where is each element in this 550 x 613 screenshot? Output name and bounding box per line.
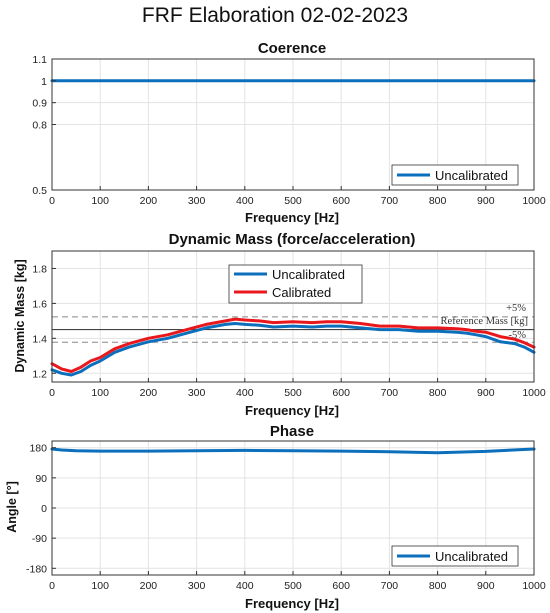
coherence-x-tick-400: 400 (236, 195, 254, 207)
phase-x-tick-900: 900 (477, 580, 495, 592)
phase-y-axis-label: Angle [°] (5, 481, 19, 533)
dynamic-mass-y-axis-label: Dynamic Mass [kg] (13, 259, 27, 372)
figure-title: FRF Elaboration 02-02-2023 (142, 4, 408, 27)
phase-y-ticks: -180 -90 0 90 180 (26, 443, 56, 575)
phase-y-tick-90: -90 (32, 533, 47, 545)
phase-chart-title: Phase (270, 423, 314, 440)
phase-y-tick-180: 180 (29, 443, 47, 455)
phase-x-tick-800: 800 (429, 580, 447, 592)
coherence-x-tick-800: 800 (429, 195, 447, 207)
dynamic-mass-x-tick-600: 600 (332, 387, 350, 399)
dynamic-mass-legend-label-uncalibrated: Uncalibrated (272, 267, 345, 282)
coherence-legend-label-uncalibrated: Uncalibrated (435, 168, 508, 183)
dynamic-mass-x-tick-400: 400 (236, 387, 254, 399)
coherence-y-tick-0-8: 0.8 (32, 120, 47, 132)
phase-x-tick-500: 500 (284, 580, 302, 592)
phase-series-uncalibrated (50, 447, 536, 455)
dynamic-mass-legend: Uncalibrated Calibrated (228, 264, 363, 304)
phase-chart: Phase 0 100 200 300 400 500 600 700 800 900 1000 -… (5, 423, 546, 611)
phase-y-tick-0: 0 (41, 503, 47, 515)
dynamic-mass-x-tick-200: 200 (140, 387, 158, 399)
phase-x-tick-0: 0 (49, 580, 55, 592)
phase-series (50, 447, 536, 455)
phase-x-tick-400: 400 (236, 580, 254, 592)
phase-y-tick-180: -180 (26, 563, 47, 575)
dynamic-mass-series-calibrated (50, 317, 536, 373)
reference-mass-label: Reference Mass [kg] (441, 316, 528, 327)
coherence-y-ticks: 0.5 0.8 0.9 1 1.1 (32, 54, 56, 197)
coherence-x-tick-900: 900 (477, 195, 495, 207)
dynamic-mass-x-tick-800: 800 (429, 387, 447, 399)
phase-x-axis-label: Frequency [Hz] (245, 596, 339, 611)
phase-legend-label-uncalibrated: Uncalibrated (435, 549, 508, 564)
dynamic-mass-x-tick-500: 500 (284, 387, 302, 399)
dynamic-mass-chart-title: Dynamic Mass (force/acceleration) (169, 231, 416, 248)
coherence-y-tick-1-1: 1.1 (32, 54, 47, 66)
coherence-legend-box (391, 164, 519, 186)
dynamic-mass-x-tick-900: 900 (477, 387, 495, 399)
phase-x-tick-300: 300 (188, 580, 206, 592)
dynamic-mass-x-ticks: 0 100 200 300 400 500 600 700 800 900 1000 (49, 378, 546, 399)
dynamic-mass-chart: Dynamic Mass (force/acceleration) 0 100 20… (13, 231, 546, 418)
phase-legend-box (391, 545, 519, 567)
coherence-x-axis-label: Frequency [Hz] (245, 210, 339, 225)
dynamic-mass-x-tick-300: 300 (188, 387, 206, 399)
dynamic-mass-x-axis-label: Frequency [Hz] (245, 403, 339, 418)
dynamic-mass-y-ticks: 1.2 1.4 1.6 1.8 (32, 263, 56, 380)
phase-x-tick-200: 200 (140, 580, 158, 592)
dynamic-mass-y-tick-1-4: 1.4 (32, 333, 47, 345)
coherence-x-tick-300: 300 (188, 195, 206, 207)
coherence-chart-title: Coerence (258, 40, 326, 57)
phase-x-ticks: 0 100 200 300 400 500 600 700 800 900 1000 (49, 571, 546, 592)
coherence-x-tick-0: 0 (49, 195, 55, 207)
dynamic-mass-x-tick-100: 100 (91, 387, 109, 399)
coherence-chart: Coerence 0 100 200 300 400 500 600 700 800 900 100… (32, 40, 545, 225)
dynamic-mass-y-tick-1-8: 1.8 (32, 263, 47, 275)
dynamic-mass-y-tick-1-2: 1.2 (32, 368, 47, 380)
phase-x-tick-700: 700 (381, 580, 399, 592)
dynamic-mass-legend-label-calibrated: Calibrated (272, 285, 331, 300)
dynamic-mass-series-uncalibrated (50, 322, 536, 377)
dynamic-mass-x-tick-0: 0 (49, 387, 55, 399)
phase-x-tick-100: 100 (91, 580, 109, 592)
lower-band-label: -5% (509, 330, 527, 341)
coherence-x-tick-200: 200 (140, 195, 158, 207)
coherence-x-ticks: 0 100 200 300 400 500 600 700 800 900 1000 (49, 186, 546, 207)
coherence-y-tick-0-9: 0.9 (32, 98, 47, 110)
coherence-legend: Uncalibrated (391, 164, 519, 186)
coherence-x-tick-700: 700 (381, 195, 399, 207)
dynamic-mass-x-tick-1000: 1000 (522, 387, 546, 399)
dynamic-mass-x-tick-700: 700 (381, 387, 399, 399)
coherence-x-tick-1000: 1000 (522, 195, 546, 207)
phase-x-tick-600: 600 (332, 580, 350, 592)
coherence-y-tick-1: 1 (41, 76, 47, 88)
upper-band-label: +5% (506, 303, 526, 314)
dynamic-mass-series (50, 317, 536, 377)
phase-y-tick-90: 90 (35, 473, 47, 485)
coherence-y-tick-0-5: 0.5 (32, 185, 47, 197)
phase-x-tick-1000: 1000 (522, 580, 546, 592)
dynamic-mass-legend-box (228, 264, 363, 304)
coherence-x-tick-600: 600 (332, 195, 350, 207)
phase-legend: Uncalibrated (391, 545, 519, 567)
coherence-x-tick-100: 100 (91, 195, 109, 207)
coherence-x-tick-500: 500 (284, 195, 302, 207)
dynamic-mass-y-tick-1-6: 1.6 (32, 298, 47, 310)
